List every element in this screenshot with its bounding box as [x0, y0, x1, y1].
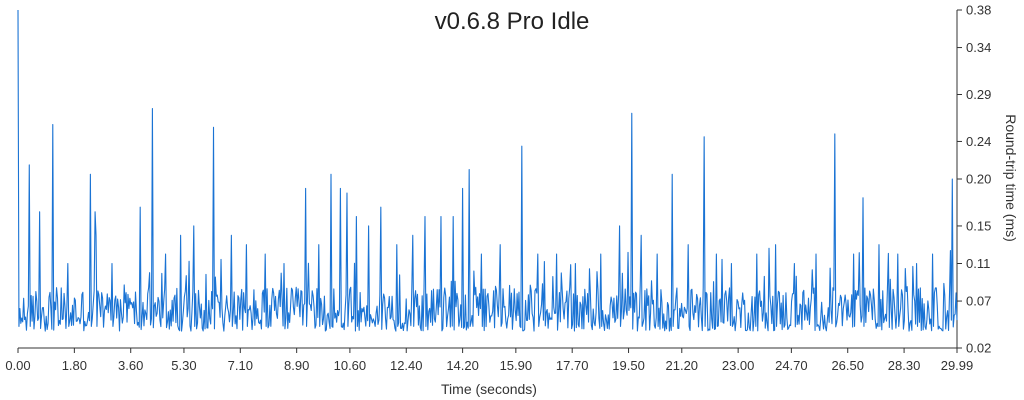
y-tick-label: 0.38 [966, 3, 991, 18]
x-tick-label: 28.30 [888, 358, 921, 373]
x-tick-label: 14.20 [446, 358, 479, 373]
y-tick-label: 0.24 [966, 134, 991, 149]
x-tick-label: 15.90 [500, 358, 533, 373]
y-axis: 0.38 0.34 0.29 0.24 0.20 0.15 0.11 0.07 0.02 [956, 3, 991, 356]
x-tick-label: 19.50 [612, 358, 645, 373]
y-tick-label: 0.07 [966, 294, 991, 309]
x-axis-label: Time (seconds) [441, 381, 537, 397]
chart-title: v0.6.8 Pro Idle [435, 8, 590, 35]
x-axis: 0.00 1.80 3.60 5.30 7.10 8.90 10.60 12.40 14.20 1… [5, 347, 974, 373]
x-tick-label: 8.90 [284, 358, 309, 373]
y-tick-label: 0.11 [966, 256, 990, 271]
x-tick-label: 12.40 [390, 358, 423, 373]
x-tick-label: 10.60 [334, 358, 367, 373]
x-tick-label: 26.50 [831, 358, 864, 373]
x-tick-label: 5.30 [171, 358, 196, 373]
y-tick-label: 0.29 [966, 87, 991, 102]
x-tick-label: 1.80 [62, 358, 87, 373]
y-axis-label: Round-trip time (ms) [1003, 114, 1019, 242]
y-tick-label: 0.20 [966, 172, 991, 187]
series-line [17, 9, 958, 332]
x-tick-label: 23.00 [722, 358, 755, 373]
x-tick-label: 21.20 [666, 358, 699, 373]
x-tick-label: 0.00 [5, 358, 30, 373]
x-tick-label: 24.70 [775, 358, 808, 373]
x-tick-label: 3.60 [118, 358, 143, 373]
y-tick-label: 0.02 [966, 341, 991, 356]
y-tick-label: 0.34 [966, 40, 991, 55]
x-tick-label: 17.70 [556, 358, 589, 373]
y-tick-label: 0.15 [966, 218, 991, 233]
x-tick-label: 29.99 [941, 358, 974, 373]
x-tick-label: 7.10 [228, 358, 253, 373]
